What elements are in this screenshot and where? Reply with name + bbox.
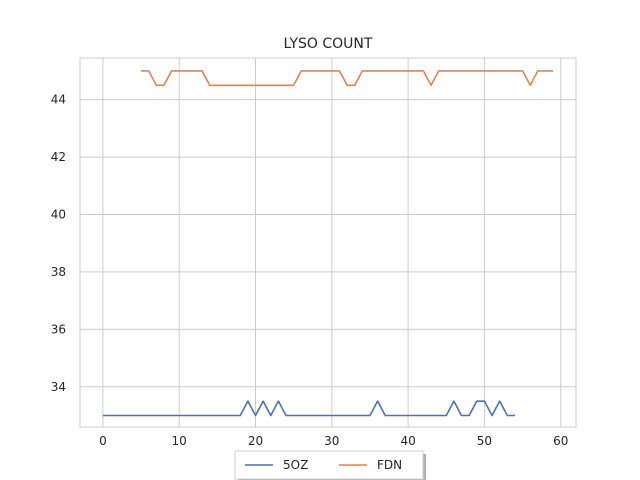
y-tick-label: 40 xyxy=(51,208,66,222)
x-tick-label: 20 xyxy=(248,434,263,448)
series-line-fdn xyxy=(141,70,554,87)
x-tick-label: 30 xyxy=(324,434,339,448)
legend-label: FDN xyxy=(377,458,402,472)
y-tick-label: 44 xyxy=(51,93,66,107)
chart-title: LYSO COUNT xyxy=(284,36,373,52)
series-layer xyxy=(102,70,554,417)
series-line-5oz xyxy=(102,400,515,417)
x-tick-label: 40 xyxy=(400,434,415,448)
legend: 5OZ FDN xyxy=(234,450,426,480)
x-tick-label: 10 xyxy=(172,434,187,448)
legend-label: 5OZ xyxy=(283,458,308,472)
y-tick-label: 36 xyxy=(51,322,66,336)
y-tick-label: 34 xyxy=(51,380,66,394)
x-tick-label: 50 xyxy=(477,434,492,448)
x-tick-label: 0 xyxy=(99,434,107,448)
y-tick-label: 42 xyxy=(51,150,66,164)
tick-labels: 0 10 20 30 40 50 60 34 36 38 40 42 44 xyxy=(51,93,569,448)
y-tick-label: 38 xyxy=(51,265,66,279)
x-tick-label: 60 xyxy=(553,434,568,448)
plot-frame xyxy=(79,57,577,428)
grid xyxy=(80,58,576,427)
